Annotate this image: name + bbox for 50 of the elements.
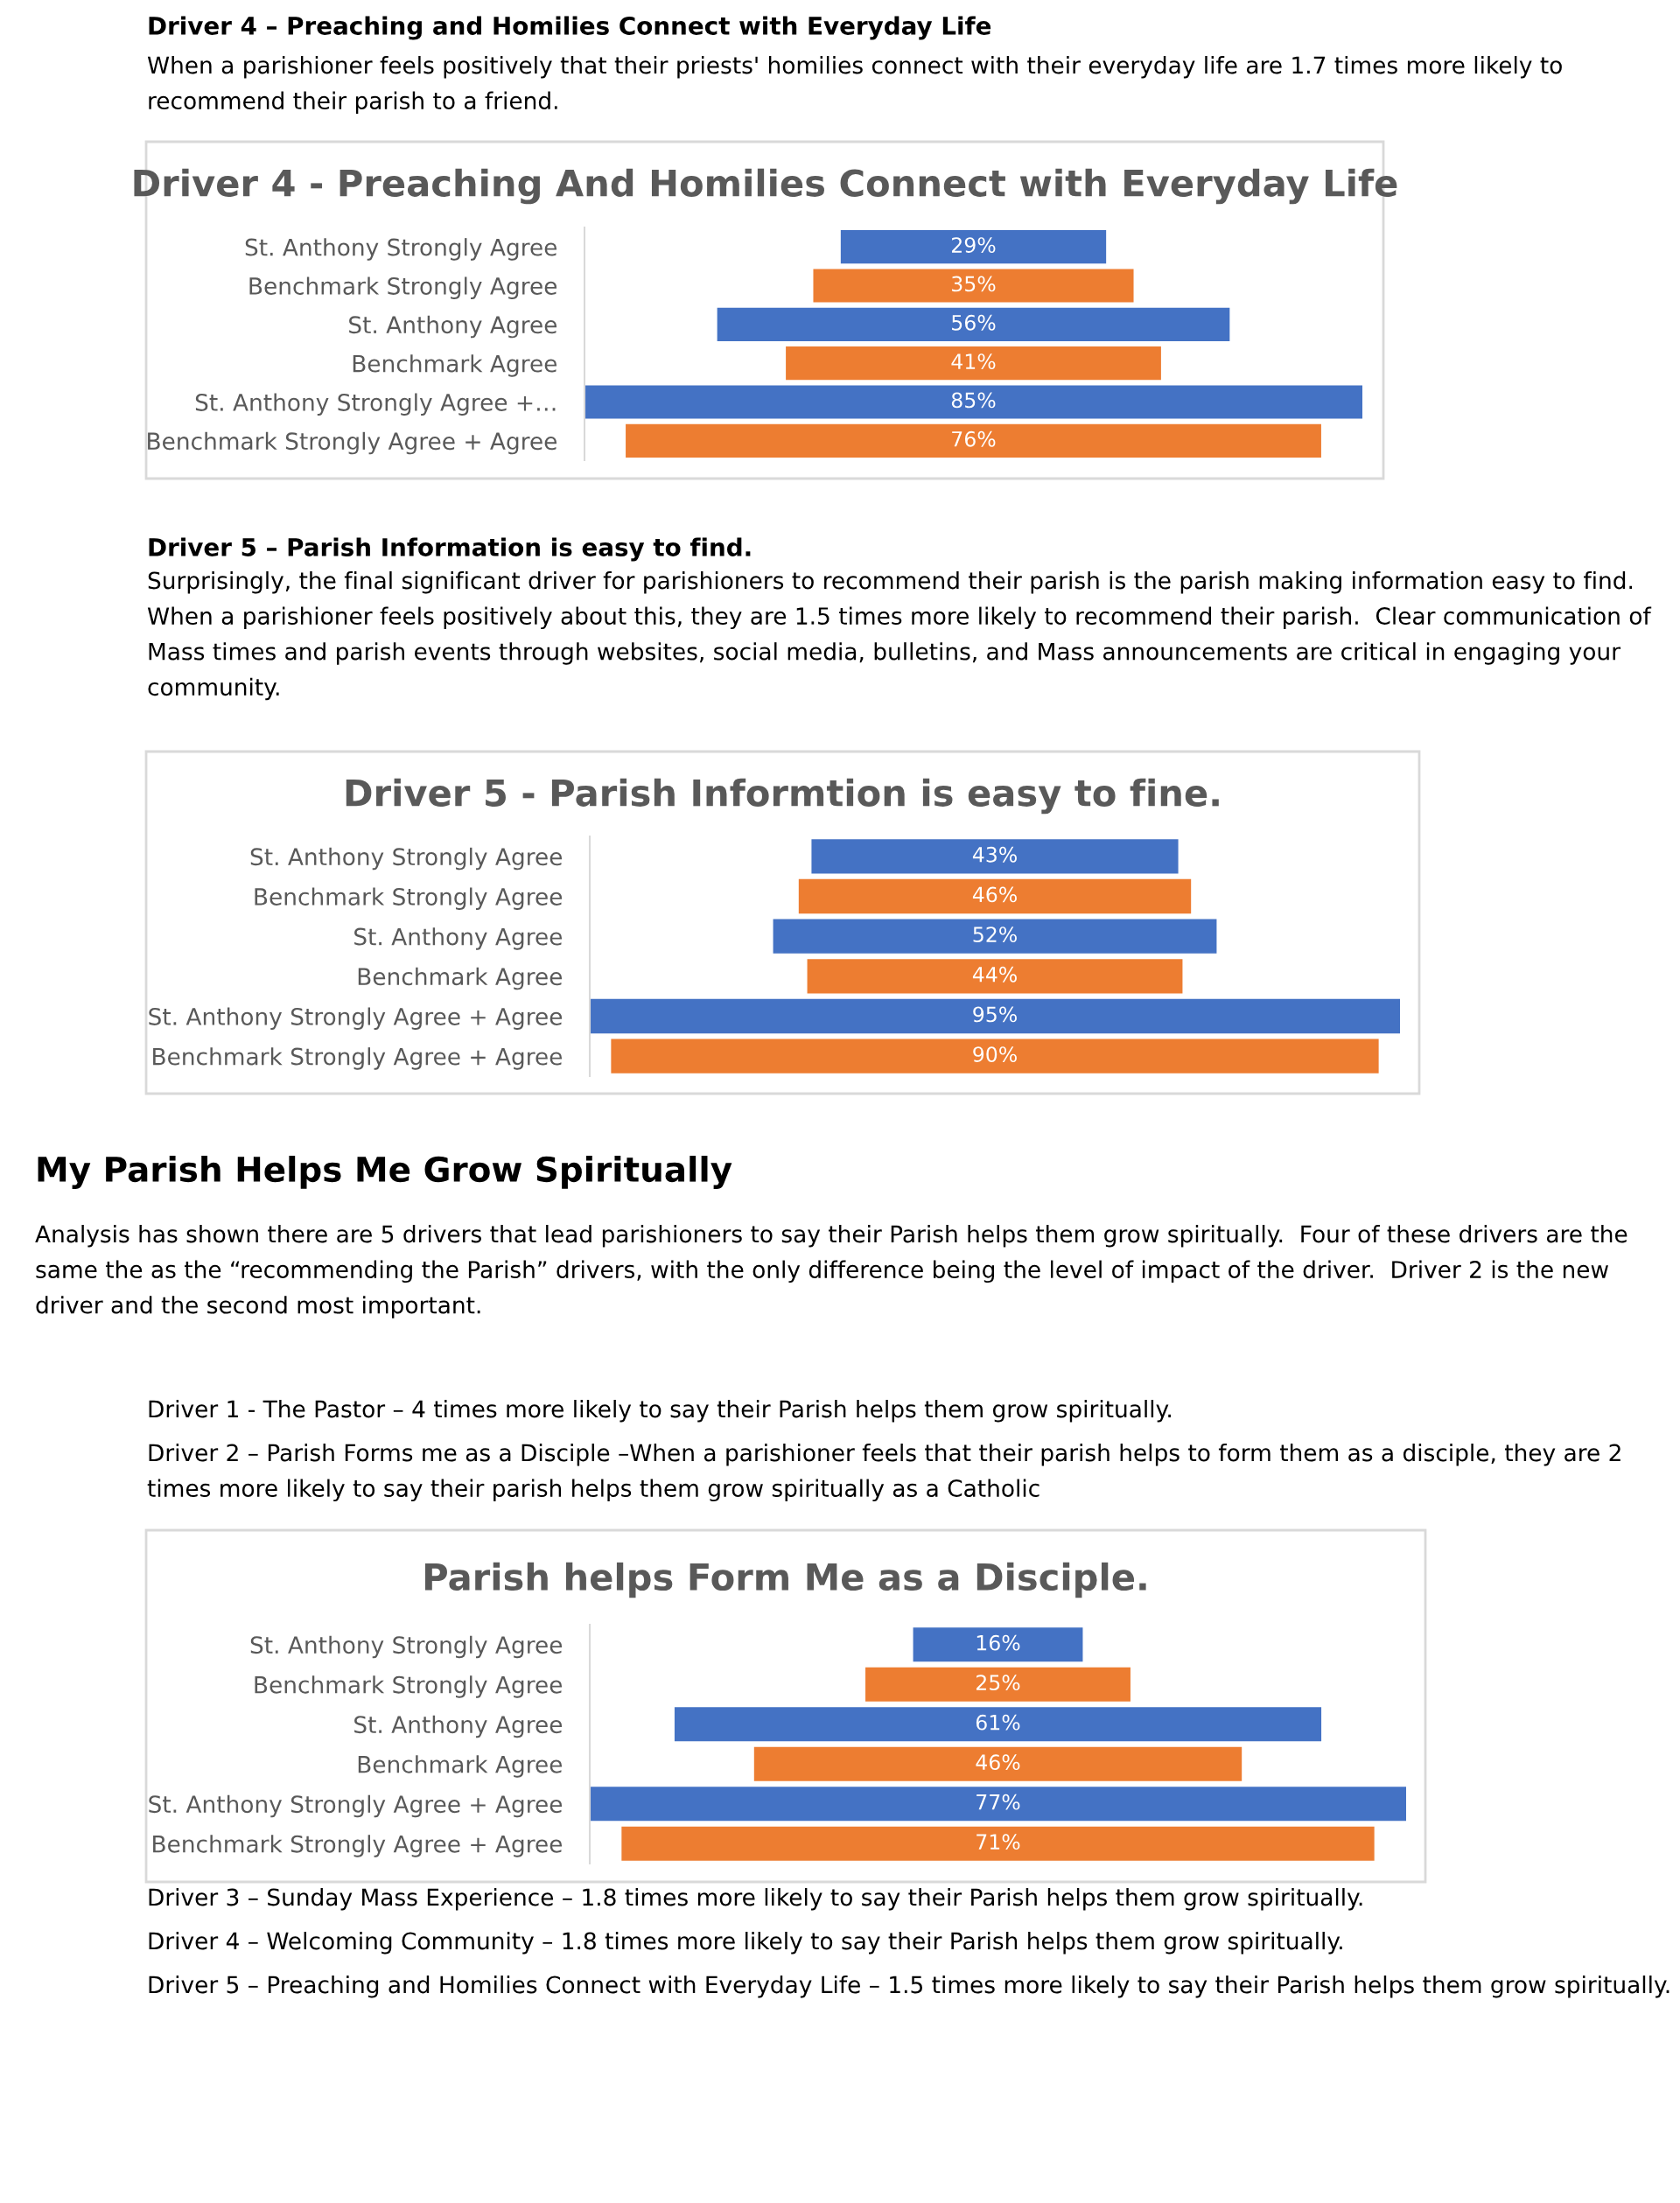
text: Analysis has shown there are 5 drivers that lead parishioners to say their Parish helps them grow spiritually. Four of these drivers are the same the as the “recommending the Parish” drivers, with the only difference being the level of impact of the driver. Driver 2 is the new driver and the second most important. — [35, 1225, 1628, 1318]
text: Parish helps Form Me as a Disciple. — [424, 1562, 1146, 1598]
data-label: 90% — [973, 1046, 1017, 1063]
category-label: St. Anthony Strongly Agree — [245, 238, 557, 261]
text: Driver 3 – Sunday Mass Experience – 1.8 times more likely to say their Parish helps them grow spiritually. — [149, 1888, 1362, 1911]
text: Driver 4 - Preaching And Homilies Connect with Everyday Life — [134, 168, 1397, 205]
data-label: 56% — [952, 314, 996, 331]
data-label: 95% — [973, 1006, 1017, 1023]
text: My Parish Helps Me Grow Spiritually — [38, 1156, 732, 1189]
text: Driver 1 - The Pastor – 4 times more likely to say their Parish helps them grow spiritually. — [149, 1400, 1171, 1423]
category-label: Benchmark Strongly Agree — [255, 887, 563, 911]
category-label: St. Anthony Strongly Agree — [250, 1635, 563, 1659]
data-label: 35% — [952, 276, 996, 292]
category-label: St. Anthony Agree — [354, 927, 563, 950]
data-label: 77% — [976, 1794, 1020, 1810]
category-label: Benchmark Strongly Agree — [249, 276, 557, 300]
category-label: Benchmark Strongly Agree — [255, 1675, 563, 1698]
data-label: 16% — [976, 1634, 1020, 1651]
category-label: Benchmark Strongly Agree + Agree — [153, 1835, 563, 1857]
category-label: St. Anthony Agree — [354, 1715, 563, 1738]
text: Driver 4 – Welcoming Community – 1.8 times more likely to say their Parish helps them grow spiritually. — [149, 1932, 1342, 1955]
data-label: 41% — [951, 353, 996, 370]
text: Driver 2 – Parish Forms me as a Disciple –When a parishioner feels that their parish helps to form them as a disciple, they are 2 times more likely to say their parish helps them grow spiritually as a Catholic — [147, 1444, 1620, 1502]
data-label: 25% — [976, 1675, 1020, 1691]
text: Driver 4 – Preaching and Homilies Connect with Everyday Life — [149, 16, 991, 40]
category-label: Benchmark Agree — [353, 354, 557, 377]
category-label: Benchmark Strongly Agree + Agree — [153, 1047, 563, 1070]
data-label: 43% — [972, 846, 1017, 863]
category-label: St. Anthony Strongly Agree +… — [195, 393, 556, 416]
text: Driver 5 – Parish Information is easy to find. — [149, 537, 751, 562]
category-label: St. Anthony Strongly Agree + Agree — [149, 1007, 563, 1031]
data-label: 85% — [951, 392, 996, 409]
category-label: Benchmark Strongly Agree + Agree — [148, 431, 557, 455]
category-label: St. Anthony Strongly Agree — [250, 847, 563, 871]
data-label: 29% — [951, 237, 996, 254]
category-label: St. Anthony Agree — [349, 315, 557, 339]
category-label: St. Anthony Strongly Agree + Agree — [149, 1794, 563, 1818]
category-label: Benchmark Agree — [358, 1755, 563, 1778]
data-label: 61% — [976, 1714, 1020, 1731]
data-label: 71% — [976, 1834, 1020, 1850]
text: Surprisingly, the final significant driver for parishioners to recommend their parish is the parish making information easy to find. When a parishioner feels positively about this, they are 1.5 times more likely to recommend their parish. Clear communication of Mass times and parish events through websites, social media, bulletins, and Mass announcements are critical in engaging your community. — [147, 571, 1652, 701]
data-label: 44% — [972, 966, 1017, 983]
data-label: 46% — [972, 886, 1017, 903]
data-label: 46% — [976, 1754, 1020, 1771]
data-label: 52% — [973, 927, 1017, 943]
category-label: Benchmark Agree — [358, 967, 563, 990]
text: When a parishioner feels positively that their priests' homilies connect with their everyday life are 1.7 times more likely to recommend their parish to a friend. — [147, 56, 1562, 115]
data-label: 76% — [952, 430, 996, 447]
text: Driver 5 - Parish Informtion is easy to fine. — [346, 778, 1219, 815]
text: Driver 5 – Preaching and Homilies Connect with Everyday Life – 1.5 times more likely to say their Parish helps them grow spiritually. — [149, 1976, 1670, 1998]
